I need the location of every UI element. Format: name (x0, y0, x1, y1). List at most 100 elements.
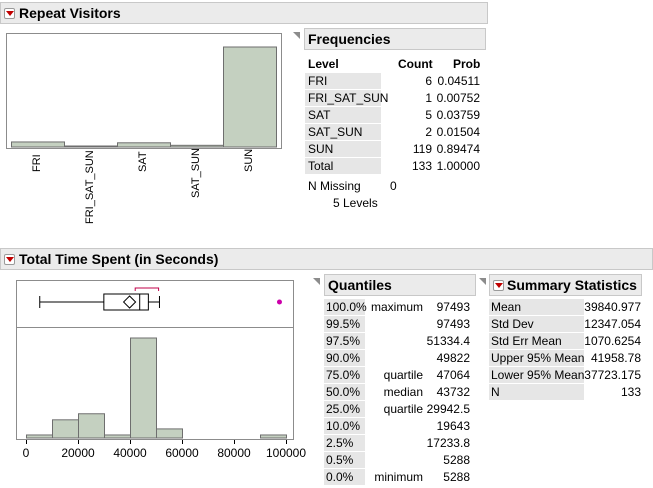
axis-tick-label: 100000 (265, 446, 307, 460)
total-time-chart-frame (16, 280, 294, 440)
quantile-percent: 2.5% (326, 436, 354, 450)
freq-level-cell-bg (305, 90, 381, 106)
freq-count: 2 (425, 125, 432, 139)
freq-level-cell-bg (305, 141, 381, 157)
axis-tick-label: 0 (22, 446, 30, 460)
quantile-pct-bg (324, 350, 365, 366)
quantile-name: minimum (374, 470, 423, 484)
disclosure-icon[interactable] (479, 278, 486, 285)
summary-value: 12347.054 (584, 317, 641, 331)
quantile-percent: 0.0% (326, 470, 354, 484)
quantile-value: 47064 (436, 368, 470, 382)
quantile-value: 97493 (436, 300, 470, 314)
freq-count: 5 (425, 108, 432, 122)
freq-count: 6 (425, 74, 432, 88)
repeat-visitors-title: Repeat Visitors (19, 5, 121, 21)
box-plot (39, 287, 282, 311)
axis-tick-label: 20000 (61, 446, 95, 460)
summary-value: 133 (620, 385, 641, 399)
quantile-percent: 99.5% (326, 317, 361, 331)
bar-fri-sat-sun (64, 145, 118, 148)
summary-value: 37723.175 (584, 368, 641, 382)
freq-prob: 0.00752 (436, 91, 480, 105)
axis-tick (286, 440, 287, 444)
freq-col-prob: Prob (453, 57, 481, 71)
histogram-bar (52, 419, 79, 439)
disclosure-icon[interactable] (293, 32, 300, 39)
histogram-bar (260, 434, 287, 439)
quantile-value: 5288 (443, 453, 470, 467)
summary-header[interactable]: Summary Statistics (489, 274, 642, 296)
freq-level: FRI (308, 74, 328, 88)
histogram-bar (156, 428, 183, 439)
frequencies-title: Frequencies (308, 31, 391, 47)
quantile-pct-bg (324, 469, 365, 485)
axis-tick (182, 440, 183, 444)
quantile-pct-bg (324, 418, 365, 434)
freq-prob: 1.00000 (436, 159, 480, 173)
summary-label-bg (489, 316, 584, 332)
quantile-value: 29942.5 (426, 402, 470, 416)
axis-tick-label: 60000 (165, 446, 199, 460)
summary-label: Upper 95% Mean (491, 351, 585, 365)
summary-label: Std Err Mean (491, 334, 562, 348)
quantile-percent: 0.5% (326, 453, 354, 467)
x-label-sat: SAT (136, 150, 149, 172)
summary-label-bg (489, 333, 584, 349)
histogram-chart (16, 287, 294, 439)
summary-label: Lower 95% Mean (491, 368, 585, 382)
axis-tick (78, 440, 79, 444)
freq-level-cell-bg (305, 124, 381, 140)
freq-level-cell-bg (305, 107, 381, 123)
freq-count: 133 (411, 159, 432, 173)
axis-tick (26, 440, 27, 444)
quantile-percent: 97.5% (326, 334, 361, 348)
summary-label-bg (489, 367, 584, 383)
red-triangle-menu-icon[interactable] (4, 7, 15, 19)
quantile-percent: 75.0% (326, 368, 361, 382)
histogram-bar (130, 337, 157, 439)
x-label-sat-sun: SAT_SUN (189, 147, 202, 198)
quantile-value: 17233.8 (426, 436, 470, 450)
total-time-header[interactable]: Total Time Spent (in Seconds) (0, 248, 653, 270)
frequencies-header[interactable]: Frequencies (304, 28, 486, 50)
freq-level: Total (308, 159, 334, 173)
red-triangle-menu-icon[interactable] (4, 253, 15, 265)
summary-label: N (491, 385, 500, 399)
quantile-pct-bg (324, 333, 365, 349)
summary-label-bg (489, 384, 584, 400)
summary-label-bg (489, 350, 584, 366)
x-label-fri: FRI (30, 153, 43, 172)
summary-value: 41958.78 (590, 351, 641, 365)
bar-fri (11, 141, 65, 148)
repeat-visitors-bar-chart (11, 46, 277, 148)
quantile-name: median (383, 385, 423, 399)
disclosure-icon[interactable] (313, 278, 320, 285)
outlier-point (276, 299, 282, 305)
axis-tick-label: 80000 (217, 446, 251, 460)
summary-label: Mean (491, 300, 522, 314)
repeat-visitors-header[interactable]: Repeat Visitors (0, 2, 488, 24)
quantile-percent: 90.0% (326, 351, 361, 365)
histogram-bar (104, 434, 131, 439)
red-triangle-menu-icon[interactable] (493, 279, 504, 291)
quantile-pct-bg (324, 367, 365, 383)
quantile-value: 19643 (436, 419, 470, 433)
quantile-value: 49822 (436, 351, 470, 365)
freq-count: 119 (412, 142, 432, 156)
freq-level-cell-bg (305, 158, 381, 174)
quantile-pct-bg (324, 435, 365, 451)
quantile-value: 97493 (436, 317, 470, 331)
axis-tick (130, 440, 131, 444)
summary-value: 39840.977 (584, 300, 641, 314)
quantile-value: 43732 (436, 385, 470, 399)
x-label-fri-sat-sun: FRI_SAT_SUN (83, 149, 96, 224)
quantiles-header[interactable]: Quantiles (324, 274, 476, 296)
n-missing-label: N Missing (308, 179, 361, 193)
quantile-pct-bg (324, 452, 365, 468)
histogram-bar (26, 434, 53, 439)
summary-label-bg (489, 299, 584, 315)
repeat-visitors-chart-frame (6, 33, 282, 149)
freq-col-count: Count (398, 57, 433, 71)
histogram-bar (78, 413, 105, 439)
